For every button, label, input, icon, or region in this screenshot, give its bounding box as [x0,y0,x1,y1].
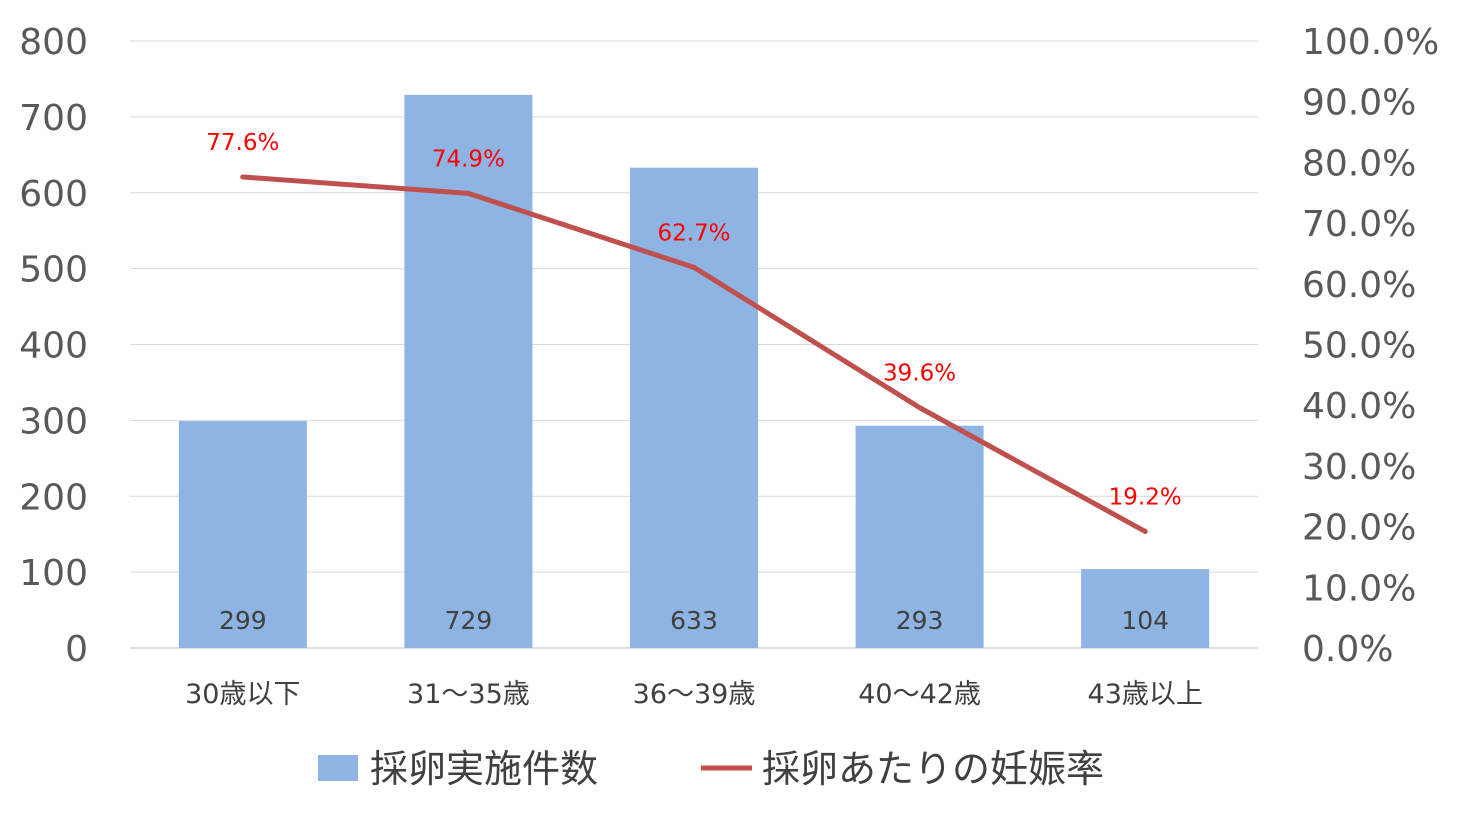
left-axis-tick-label: 800 [19,22,88,63]
line-value-label: 39.6% [883,361,956,387]
right-axis-tick-label: 60.0% [1302,265,1416,306]
left-axis-tick-label: 200 [19,477,88,518]
x-axis-category-label: 31～35歳 [407,679,530,710]
right-axis-tick-label: 40.0% [1302,386,1416,427]
legend: 採卵実施件数 採卵あたりの妊娠率 [318,747,1104,791]
right-axis-tick-label: 20.0% [1302,508,1416,549]
left-axis-tick-label: 500 [19,250,88,291]
line-point [917,405,923,411]
right-axis-tick-label: 90.0% [1302,83,1416,124]
bar-value-label: 299 [219,606,267,635]
bar [630,167,758,648]
left-axis-tick-label: 600 [19,174,88,215]
right-axis-tick-label: 0.0% [1302,629,1393,670]
right-axis-tick-label: 70.0% [1302,204,1416,245]
bar-series: 299 729 633 293 104 [178,94,1210,649]
bar [855,425,984,648]
left-axis-tick-label: 700 [19,98,88,139]
right-axis-tick-label: 30.0% [1302,447,1416,488]
bar-value-label: 293 [896,606,944,635]
bar [404,94,533,649]
line-value-label: 74.9% [432,146,505,172]
line-value-label: 62.7% [657,220,730,246]
bar [178,421,307,648]
left-axis-tick-label: 400 [19,326,88,367]
right-axis-tick-label: 50.0% [1302,326,1416,367]
line-point [465,190,471,196]
bar-value-label: 633 [670,606,718,635]
x-axis-category-label: 40～42歳 [858,679,981,710]
bar-value-label: 729 [445,606,493,635]
x-axis-category-label: 43歳以上 [1088,679,1203,710]
line-point [691,264,697,270]
legend-label-bar: 採卵実施件数 [370,747,598,791]
line-series: 77.6% 74.9% 62.7% 39.6% 19.2% [206,130,1182,534]
left-axis-tick-label: 100 [19,553,88,594]
legend-label-line: 採卵あたりの妊娠率 [762,747,1104,791]
x-axis-category-label: 36～39歳 [633,679,756,710]
line-point [240,174,246,180]
x-axis-category-label: 30歳以下 [185,679,300,710]
left-y-axis: 0 100 200 300 400 500 600 700 800 [19,22,88,670]
right-axis-tick-label: 100.0% [1302,22,1439,63]
line-value-label: 19.2% [1109,484,1182,510]
left-axis-tick-label: 300 [19,401,88,442]
right-axis-tick-label: 80.0% [1302,143,1416,184]
line-value-label: 77.6% [206,130,279,156]
bar-value-label: 104 [1121,606,1169,635]
x-axis: 30歳以下 31～35歳 36～39歳 40～42歳 43歳以上 [185,679,1203,710]
legend-swatch-bar [318,755,358,781]
right-axis-tick-label: 10.0% [1302,568,1416,609]
left-axis-tick-label: 0 [65,629,88,670]
bar [1081,569,1210,648]
line-point [1142,528,1148,534]
right-y-axis: 0.0% 10.0% 20.0% 30.0% 40.0% 50.0% 60.0% 70.0% 8… [1302,22,1439,670]
